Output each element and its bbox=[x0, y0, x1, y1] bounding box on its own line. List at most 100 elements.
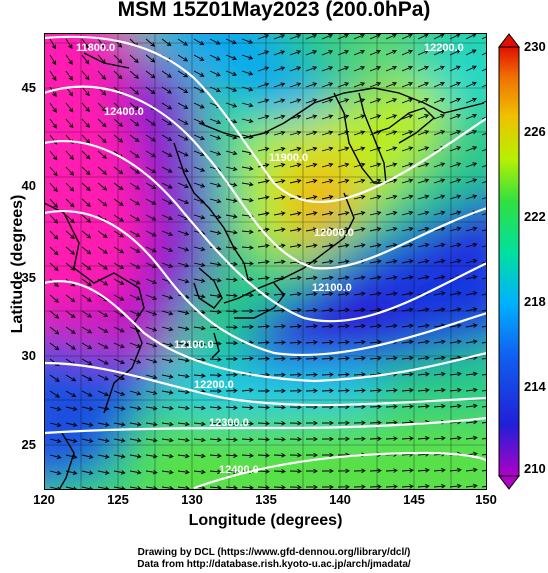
wind-arrow bbox=[353, 420, 366, 426]
wind-arrow bbox=[337, 146, 350, 152]
wind-arrow bbox=[273, 146, 286, 152]
wind-arrow bbox=[193, 341, 206, 347]
wind-arrow bbox=[49, 438, 62, 444]
wind-arrow bbox=[129, 310, 141, 317]
wind-arrow bbox=[209, 309, 222, 315]
wind-arrow bbox=[337, 275, 350, 281]
wind-arrow bbox=[81, 278, 92, 286]
wind-arrow bbox=[113, 198, 124, 206]
wind-arrow bbox=[305, 388, 318, 394]
wind-arrow bbox=[257, 340, 270, 345]
wind-arrow bbox=[257, 146, 270, 152]
wind-arrow bbox=[337, 291, 350, 297]
wind-arrow bbox=[369, 210, 382, 216]
wind-arrow bbox=[321, 372, 334, 377]
colorbar bbox=[497, 33, 521, 490]
contour-label: 12300.0 bbox=[209, 417, 249, 429]
wind-arrow bbox=[289, 388, 302, 394]
wind-arrow bbox=[129, 438, 142, 443]
wind-arrow bbox=[145, 54, 156, 63]
wind-arrow bbox=[449, 291, 462, 296]
wind-arrow bbox=[97, 326, 109, 333]
wind-arrow bbox=[465, 403, 478, 409]
wind-arrow bbox=[465, 258, 478, 264]
x-tick-label: 150 bbox=[475, 492, 497, 507]
wind-arrow bbox=[113, 454, 126, 459]
wind-arrow bbox=[433, 226, 446, 232]
wind-arrow bbox=[113, 166, 124, 175]
wind-arrow bbox=[321, 291, 334, 297]
wind-arrow bbox=[241, 453, 254, 458]
wind-arrow bbox=[225, 405, 238, 411]
wind-arrow bbox=[193, 405, 206, 411]
wind-arrow bbox=[225, 325, 238, 330]
wind-arrow bbox=[305, 243, 318, 248]
wind-arrow bbox=[353, 275, 366, 280]
wind-arrow bbox=[337, 98, 350, 104]
wind-arrow bbox=[321, 307, 334, 313]
wind-arrow bbox=[433, 210, 446, 216]
credit-line-drawing: Drawing by DCL (https://www.gfd-dennou.o… bbox=[137, 547, 411, 558]
wind-arrow bbox=[481, 164, 487, 168]
wind-arrow bbox=[161, 102, 173, 110]
wind-arrow bbox=[449, 403, 462, 409]
wind-arrow bbox=[241, 70, 254, 76]
wind-arrow bbox=[161, 134, 173, 141]
wind-arrow bbox=[337, 66, 350, 72]
wind-arrow bbox=[145, 374, 158, 380]
wind-arrow bbox=[49, 470, 62, 476]
wind-arrow bbox=[369, 243, 382, 248]
wind-arrow bbox=[241, 485, 254, 490]
wind-arrow bbox=[353, 82, 366, 88]
wind-arrow bbox=[97, 262, 108, 270]
wind-arrow bbox=[417, 403, 430, 409]
wind-arrow bbox=[449, 483, 462, 489]
wind-arrow bbox=[193, 54, 205, 61]
wind-arrow bbox=[401, 178, 414, 184]
wind-arrow bbox=[129, 150, 140, 158]
wind-arrow bbox=[161, 86, 172, 94]
wind-arrow bbox=[465, 419, 478, 425]
wind-arrow bbox=[353, 243, 366, 248]
wind-arrow bbox=[289, 372, 302, 377]
wind-arrow bbox=[289, 291, 302, 297]
wind-arrow bbox=[289, 66, 302, 72]
wind-arrow bbox=[177, 278, 190, 284]
y-tick-label: 40 bbox=[21, 178, 36, 193]
wind-arrow bbox=[353, 307, 366, 313]
wind-arrow bbox=[401, 339, 414, 345]
wind-arrow bbox=[81, 310, 92, 318]
contour-labels: 11800.0 11900.0 12000.0 12100.0 12100.0 … bbox=[76, 42, 464, 476]
wind-arrow bbox=[433, 49, 445, 56]
wind-arrow bbox=[369, 339, 382, 345]
wind-arrow bbox=[225, 340, 238, 346]
wind-arrow bbox=[273, 98, 286, 104]
wind-arrow bbox=[321, 356, 334, 361]
wind-arrow bbox=[289, 34, 302, 40]
wind-arrow bbox=[257, 114, 270, 120]
wind-arrow bbox=[97, 230, 108, 238]
wind-arrow bbox=[385, 388, 398, 393]
wind-arrow bbox=[242, 308, 254, 314]
wind-arrow bbox=[273, 405, 286, 410]
wind-arrow bbox=[465, 339, 478, 344]
wind-arrow bbox=[161, 294, 174, 300]
wind-arrow bbox=[321, 388, 334, 393]
wind-arrow bbox=[353, 66, 366, 72]
wind-arrow bbox=[305, 484, 318, 490]
wind-arrow bbox=[353, 323, 366, 329]
contour-label: 12000.0 bbox=[314, 227, 354, 239]
wind-arrow bbox=[321, 243, 334, 248]
wind-arrow bbox=[433, 130, 446, 136]
wind-arrow bbox=[65, 230, 75, 240]
wind-arrow bbox=[49, 246, 59, 256]
wind-arrow bbox=[353, 227, 366, 232]
wind-arrow bbox=[305, 211, 318, 216]
wind-arrow bbox=[209, 118, 222, 124]
wind-arrow bbox=[337, 33, 349, 40]
wind-arrow bbox=[49, 198, 58, 208]
wind-arrow bbox=[449, 339, 462, 345]
wind-arrow bbox=[273, 82, 286, 88]
wind-arrow bbox=[289, 130, 302, 136]
wind-arrow bbox=[49, 342, 60, 351]
